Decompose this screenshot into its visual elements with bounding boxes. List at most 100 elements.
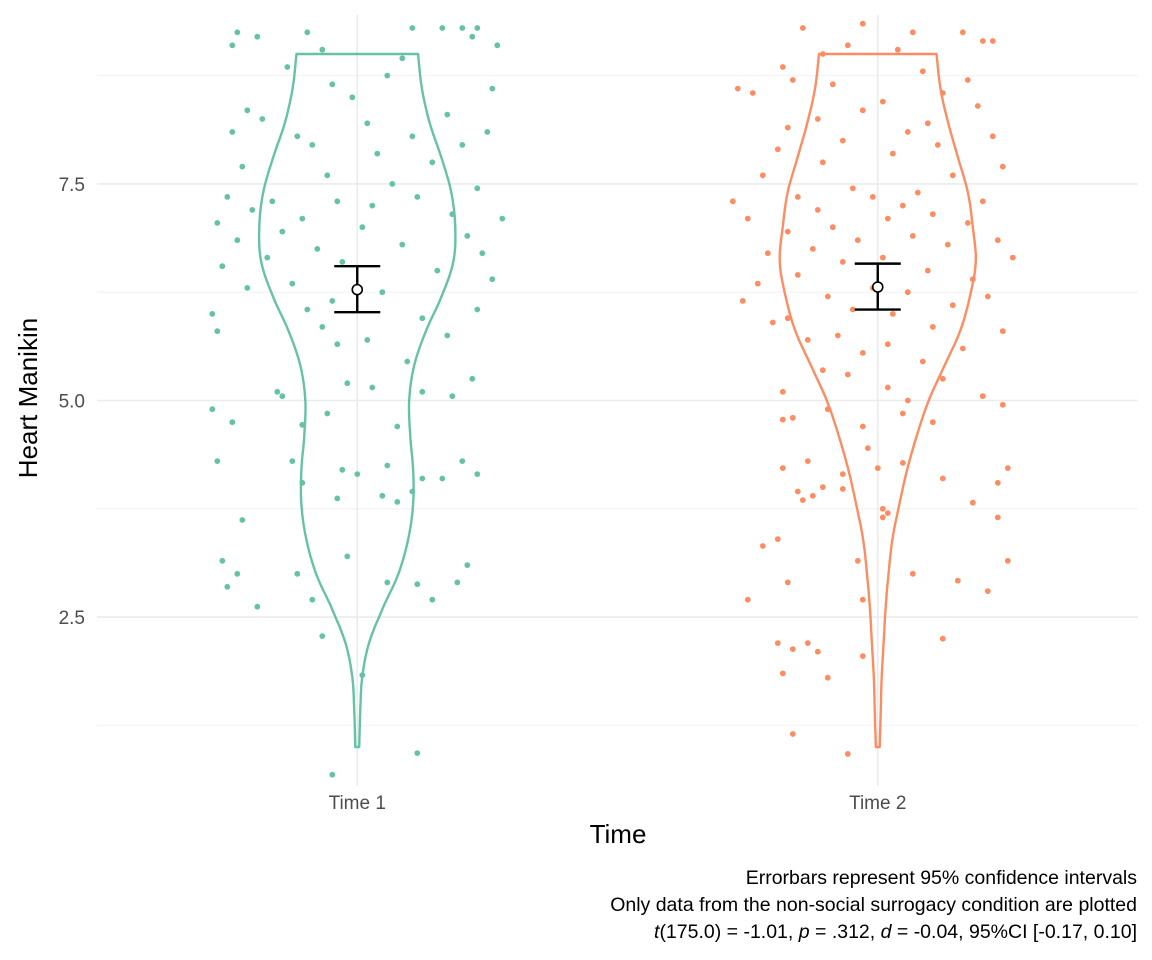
data-point <box>884 341 891 348</box>
data-point <box>744 215 751 222</box>
data-point <box>219 263 226 270</box>
data-point <box>924 120 931 127</box>
data-point <box>299 479 306 486</box>
data-point <box>384 72 391 79</box>
data-point <box>489 276 496 283</box>
p-symbol: p <box>798 921 810 943</box>
data-point <box>844 42 851 49</box>
data-point <box>394 423 401 430</box>
data-point <box>474 471 481 477</box>
data-point <box>999 163 1006 170</box>
data-point <box>789 414 796 421</box>
data-point <box>304 306 311 313</box>
data-point <box>369 384 376 391</box>
grid <box>97 15 1138 786</box>
data-point <box>944 241 951 248</box>
data-point <box>884 510 891 516</box>
data-point <box>344 380 351 387</box>
data-point <box>964 220 971 226</box>
data-point <box>879 505 886 512</box>
data-point <box>449 393 456 400</box>
data-point <box>819 484 826 490</box>
data-point <box>969 276 976 283</box>
data-point <box>299 215 306 222</box>
data-point <box>794 272 801 278</box>
data-point <box>854 557 861 564</box>
data-point <box>779 64 786 70</box>
data-point <box>849 306 856 313</box>
data-point <box>1004 465 1011 471</box>
data-point <box>374 150 381 157</box>
p-value: = .312, <box>810 921 881 943</box>
data-point <box>994 237 1001 244</box>
data-point <box>964 77 971 83</box>
data-point <box>859 653 866 659</box>
data-point <box>859 107 866 114</box>
x-tick-label: Time 1 <box>329 793 386 814</box>
data-point <box>844 371 851 378</box>
data-point <box>319 633 326 639</box>
d-symbol: d <box>881 921 893 943</box>
t-symbol: t <box>654 921 661 943</box>
data-point <box>809 246 816 252</box>
data-point <box>779 670 786 677</box>
data-point <box>254 33 261 40</box>
y-tick-label: 7.5 <box>59 175 85 196</box>
data-point <box>359 224 366 231</box>
data-point <box>859 423 866 430</box>
data-point <box>774 640 781 646</box>
data-point <box>319 324 326 330</box>
data-point <box>419 315 426 322</box>
data-point <box>839 471 846 477</box>
data-point <box>414 581 421 588</box>
data-point <box>409 488 416 495</box>
data-point <box>859 596 866 603</box>
data-point <box>779 388 786 395</box>
data-point <box>829 224 836 231</box>
data-point <box>219 557 226 564</box>
data-point <box>289 458 296 464</box>
data-point <box>409 133 416 140</box>
data-point <box>474 306 481 313</box>
data-point <box>854 237 861 244</box>
data-point <box>789 646 796 652</box>
data-point <box>879 514 886 521</box>
data-point <box>244 107 251 114</box>
data-point <box>814 116 821 122</box>
data-point <box>819 159 826 166</box>
data-point <box>444 111 451 118</box>
data-point <box>479 250 486 257</box>
data-point <box>779 416 786 423</box>
violin-outline <box>257 52 457 749</box>
data-point <box>214 220 221 226</box>
data-point <box>939 90 946 96</box>
caption-line-1: Errorbars represent 95% confidence inter… <box>746 867 1138 889</box>
data-point <box>419 475 426 482</box>
data-point <box>959 345 966 352</box>
caption-line-2: Only data from the non-social surrogacy … <box>610 894 1137 916</box>
data-point <box>914 189 921 196</box>
data-point <box>784 124 791 131</box>
x-tick-label: Time 2 <box>849 793 906 814</box>
data-point <box>254 603 261 610</box>
data-point <box>339 259 346 265</box>
data-point <box>404 358 411 365</box>
data-point <box>804 640 811 646</box>
data-point <box>979 38 986 44</box>
data-point <box>444 332 451 339</box>
data-point <box>474 25 481 31</box>
data-point <box>764 250 771 257</box>
data-point <box>909 570 916 577</box>
data-point <box>209 406 216 413</box>
data-point <box>1004 557 1011 564</box>
data-point <box>234 237 241 244</box>
data-point <box>414 194 421 200</box>
data-point <box>459 142 466 148</box>
data-point <box>899 410 906 417</box>
data-point <box>409 25 416 31</box>
data-point <box>949 302 956 309</box>
data-point <box>334 341 341 348</box>
data-point <box>229 42 236 49</box>
data-point <box>439 475 446 482</box>
data-point <box>259 116 266 122</box>
